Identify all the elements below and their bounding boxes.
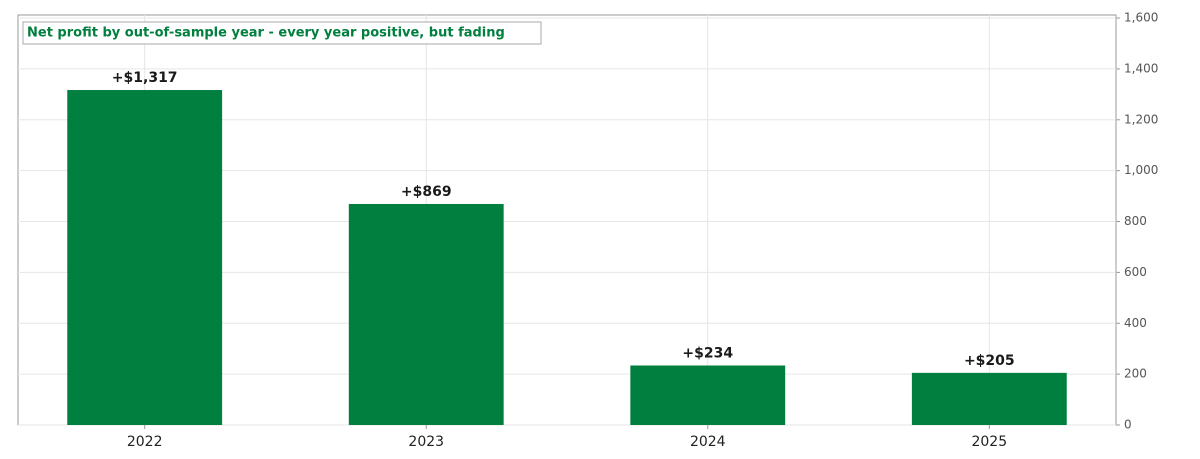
value-label: +$1,317 bbox=[112, 70, 178, 86]
value-label: +$234 bbox=[682, 345, 733, 361]
value-label: +$205 bbox=[964, 353, 1015, 369]
bar bbox=[348, 203, 504, 425]
y-tick-label: 1,000 bbox=[1124, 163, 1158, 177]
chart-title: Net profit by out-of-sample year - every… bbox=[27, 26, 505, 41]
x-tick-label: 2023 bbox=[408, 434, 444, 450]
y-tick-label: 1,600 bbox=[1124, 11, 1158, 25]
y-tick-label: 1,400 bbox=[1124, 61, 1158, 75]
x-tick-label: 2025 bbox=[971, 434, 1007, 450]
x-tick-label: 2022 bbox=[127, 434, 163, 450]
bar bbox=[67, 90, 223, 426]
x-tick-label: 2024 bbox=[690, 434, 726, 450]
value-label: +$869 bbox=[401, 184, 452, 200]
bar bbox=[911, 372, 1067, 425]
y-tick-label: 0 bbox=[1124, 418, 1132, 432]
title-box bbox=[22, 21, 542, 45]
y-tick-label: 800 bbox=[1124, 214, 1147, 228]
y-tick-label: 1,200 bbox=[1124, 112, 1158, 126]
y-tick-label: 200 bbox=[1124, 367, 1147, 381]
y-tick-label: 600 bbox=[1124, 265, 1147, 279]
y-tick-label: 400 bbox=[1124, 316, 1147, 330]
bar bbox=[630, 365, 786, 425]
